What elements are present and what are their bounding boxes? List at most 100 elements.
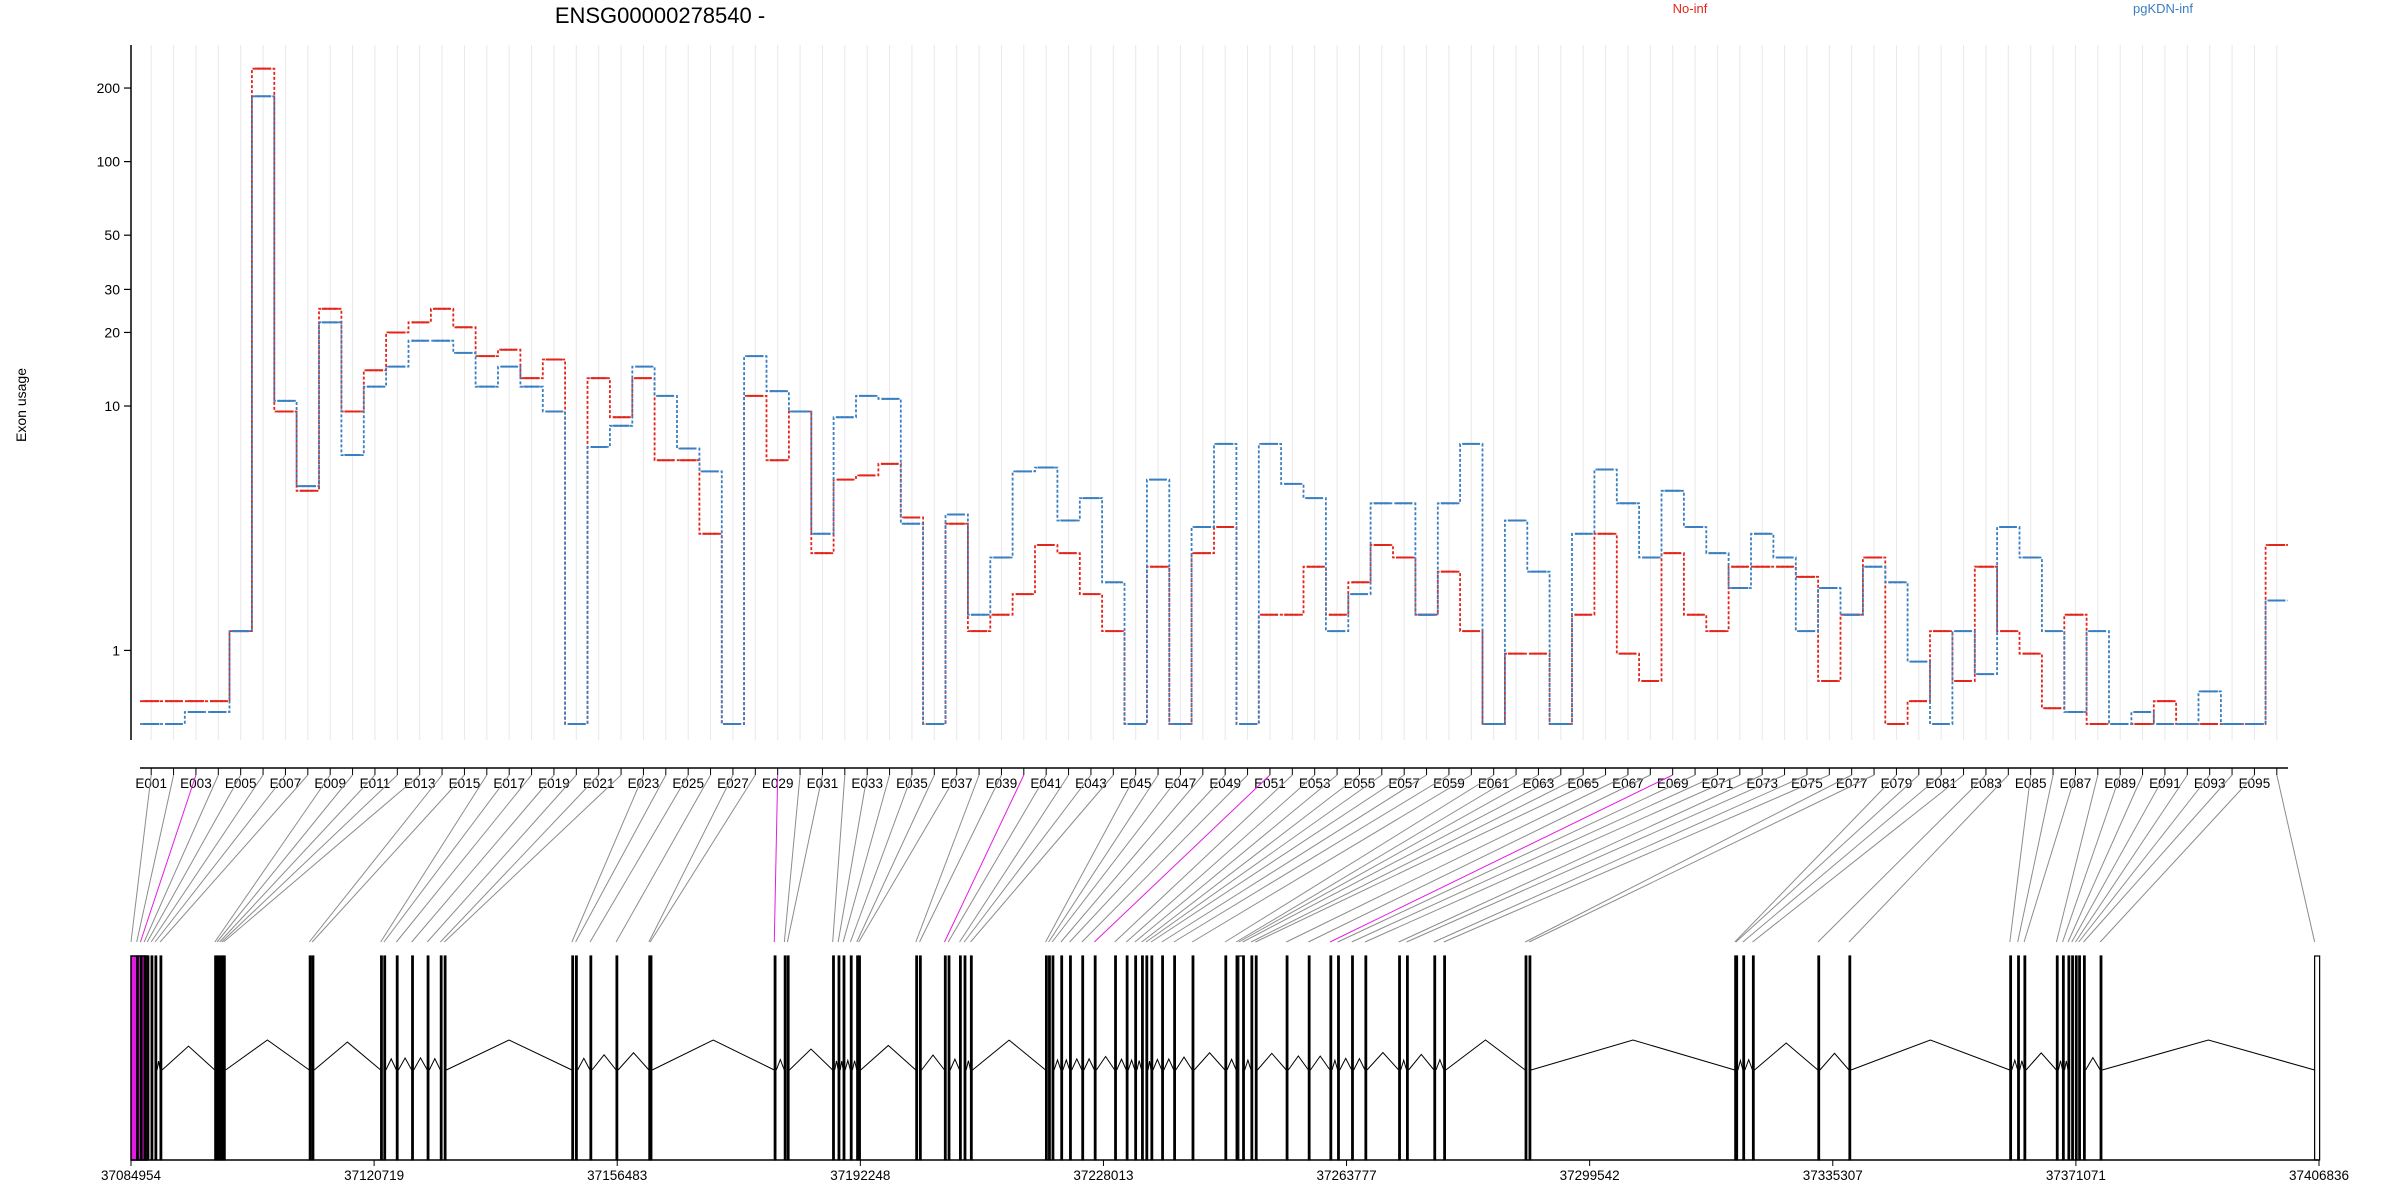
exon-connector bbox=[2067, 774, 2144, 943]
exon-connector bbox=[139, 774, 197, 943]
intron-chevron bbox=[1737, 1058, 1744, 1071]
exon-connector bbox=[2009, 774, 2032, 943]
intron-chevron bbox=[1136, 1060, 1143, 1071]
exon-connector bbox=[2023, 774, 2076, 943]
intron-chevron bbox=[413, 1056, 428, 1071]
intron-chevron bbox=[965, 1060, 971, 1071]
exon-connector bbox=[396, 774, 532, 943]
exon-block bbox=[220, 955, 224, 1161]
intron-chevron bbox=[1287, 1055, 1309, 1071]
exon-block bbox=[1250, 955, 1254, 1161]
x-tick-label: E041 bbox=[1030, 776, 1062, 791]
x-tick-label: E027 bbox=[717, 776, 749, 791]
exon-block bbox=[832, 955, 835, 1161]
exon-connector bbox=[1045, 774, 1137, 943]
legend-entry-no-inf: No-inf bbox=[1673, 1, 1708, 16]
intron-chevron bbox=[2011, 1058, 2019, 1071]
x-tick-label: E069 bbox=[1657, 776, 1689, 791]
exon-block bbox=[1141, 955, 1144, 1161]
intron-chevron bbox=[385, 1057, 397, 1071]
exon-connector bbox=[426, 774, 577, 943]
intron-chevron bbox=[860, 1044, 917, 1071]
exon-connector bbox=[383, 774, 510, 943]
exon-block bbox=[1751, 955, 1755, 1161]
exon-connector bbox=[311, 774, 465, 943]
exon-block bbox=[589, 955, 593, 1161]
genomic-tick-label: 37228013 bbox=[1073, 1168, 1133, 1183]
exon-connector bbox=[970, 774, 1114, 943]
intron-chevron bbox=[1850, 1039, 2010, 1071]
x-tick-label: E051 bbox=[1254, 776, 1286, 791]
x-tick-label: E079 bbox=[1881, 776, 1913, 791]
exon-connector bbox=[2062, 774, 2121, 943]
exon-connector bbox=[159, 774, 309, 943]
x-tick-label: E045 bbox=[1120, 776, 1152, 791]
exon-block bbox=[1191, 955, 1195, 1161]
exon-connector bbox=[832, 774, 846, 943]
exon-connector bbox=[1742, 774, 1942, 943]
exon-block bbox=[1081, 955, 1085, 1161]
exon-connector bbox=[1145, 774, 1383, 943]
intron-chevron bbox=[839, 1061, 844, 1071]
exon-connector bbox=[1242, 774, 1562, 943]
intron-chevron bbox=[1127, 1058, 1136, 1071]
intron-chevron bbox=[156, 1061, 161, 1071]
exon-connector bbox=[571, 774, 644, 943]
genomic-tick-label: 37084954 bbox=[101, 1168, 162, 1183]
exon-block bbox=[1848, 955, 1852, 1161]
exon-block bbox=[786, 955, 790, 1161]
exon-block bbox=[1337, 955, 1340, 1161]
x-tick-label: E063 bbox=[1523, 776, 1555, 791]
x-tick-label: E015 bbox=[449, 776, 481, 791]
x-tick-label: E013 bbox=[404, 776, 436, 791]
vertical-gridlines bbox=[150, 45, 2278, 740]
intron-chevron bbox=[2019, 1060, 2025, 1071]
x-tick-label: E047 bbox=[1165, 776, 1197, 791]
exon-block bbox=[1735, 955, 1739, 1161]
exon-connector bbox=[1433, 774, 1808, 943]
intron-chevron bbox=[1175, 1056, 1193, 1071]
exon-block bbox=[1224, 955, 1228, 1161]
x-tick-label: E023 bbox=[628, 776, 660, 791]
exon-block bbox=[395, 955, 399, 1161]
exon-connector bbox=[1308, 774, 1651, 943]
exon-block bbox=[1048, 955, 1051, 1161]
intron-chevron bbox=[1116, 1057, 1127, 1071]
intron-chevron bbox=[789, 1048, 834, 1071]
exon-block bbox=[1093, 955, 1097, 1161]
x-tick-label: E087 bbox=[2060, 776, 2092, 791]
exon-block bbox=[1161, 955, 1164, 1161]
exon-connector bbox=[856, 774, 935, 943]
x-tick-label: E033 bbox=[851, 776, 883, 791]
exon-connector bbox=[947, 774, 1047, 943]
exon-connector bbox=[130, 774, 152, 943]
intron-chevron bbox=[1062, 1058, 1071, 1071]
exon-connector bbox=[221, 774, 398, 943]
x-tick-label: E021 bbox=[583, 776, 615, 791]
intron-chevron bbox=[1152, 1058, 1163, 1071]
exon-block bbox=[439, 955, 443, 1161]
intron-chevron bbox=[972, 1039, 1046, 1071]
exon-block bbox=[1044, 955, 1048, 1161]
exon-block bbox=[1524, 955, 1528, 1161]
intron-chevron bbox=[1445, 1039, 1526, 1071]
exon-connector bbox=[1141, 774, 1360, 943]
exon-connector bbox=[2075, 774, 2188, 943]
intron-chevron bbox=[1071, 1057, 1083, 1071]
exon-connector bbox=[380, 774, 488, 943]
exon-block bbox=[1254, 955, 1258, 1161]
x-tick-label: E017 bbox=[493, 776, 525, 791]
exon-connector bbox=[1524, 774, 1852, 943]
exon-block bbox=[222, 955, 226, 1161]
exon-block bbox=[1051, 955, 1055, 1161]
exon-block bbox=[2017, 955, 2020, 1161]
genomic-tick-label: 37406836 bbox=[2289, 1168, 2349, 1183]
intron-chevron bbox=[1754, 1042, 1819, 1071]
x-tick-label: E081 bbox=[1925, 776, 1957, 791]
intron-chevron bbox=[2025, 1052, 2057, 1071]
exon-connector bbox=[963, 774, 1092, 943]
intron-chevron bbox=[651, 1039, 775, 1071]
x-tick-label: E067 bbox=[1612, 776, 1644, 791]
exon-connector bbox=[1817, 774, 1987, 943]
